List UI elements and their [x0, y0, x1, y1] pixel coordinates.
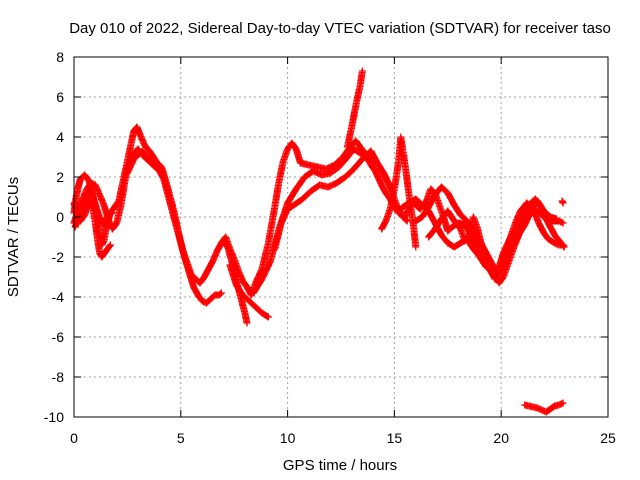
- data-point-markers: [271, 147, 411, 253]
- series-track-15: [558, 197, 567, 207]
- series-track-5: [123, 147, 163, 177]
- y-tick-label: -4: [52, 289, 65, 305]
- y-tick-labels: -10 -8 -6 -4 -2 0 2 4 6 8: [44, 49, 64, 425]
- data-point-markers: [343, 67, 366, 151]
- data-point-markers: [123, 147, 163, 177]
- x-tick-label: 0: [70, 430, 78, 446]
- x-tick-label: 10: [280, 430, 296, 446]
- y-tick-label: -2: [52, 249, 65, 265]
- x-tick-label: 5: [177, 430, 185, 446]
- x-tick-label: 20: [493, 430, 509, 446]
- x-axis-label: GPS time / hours: [283, 457, 397, 474]
- y-axis-label: SDTVAR / TECUs: [5, 177, 22, 297]
- series-track-16: [521, 399, 567, 416]
- data-point-markers: [425, 195, 568, 279]
- y-tick-label: 0: [56, 209, 64, 225]
- y-tick-label: 6: [56, 89, 64, 105]
- data-point-markers: [71, 187, 116, 231]
- data-point-markers: [521, 399, 567, 416]
- y-tick-label: -10: [44, 409, 64, 425]
- y-tick-label: -8: [52, 369, 65, 385]
- series-track-10: [343, 67, 366, 151]
- series-track-14: [425, 195, 568, 279]
- chart-title: Day 010 of 2022, Sidereal Day-to-day VTE…: [69, 20, 611, 37]
- series-track-9: [271, 147, 411, 253]
- series-track-4: [71, 187, 116, 231]
- x-tick-labels: 0 5 10 15 20 25: [70, 430, 616, 446]
- plot-frame: [73, 56, 609, 418]
- y-tick-label: 2: [56, 169, 64, 185]
- data-point-markers: [558, 197, 567, 207]
- x-tick-label: 15: [387, 430, 403, 446]
- y-tick-label: 4: [56, 129, 64, 145]
- x-tick-label: 25: [600, 430, 616, 446]
- ticks: [73, 56, 609, 418]
- series-track-7: [226, 261, 272, 321]
- data-point-markers: [226, 261, 272, 321]
- y-tick-label: 8: [56, 49, 64, 65]
- y-tick-label: -6: [52, 329, 65, 345]
